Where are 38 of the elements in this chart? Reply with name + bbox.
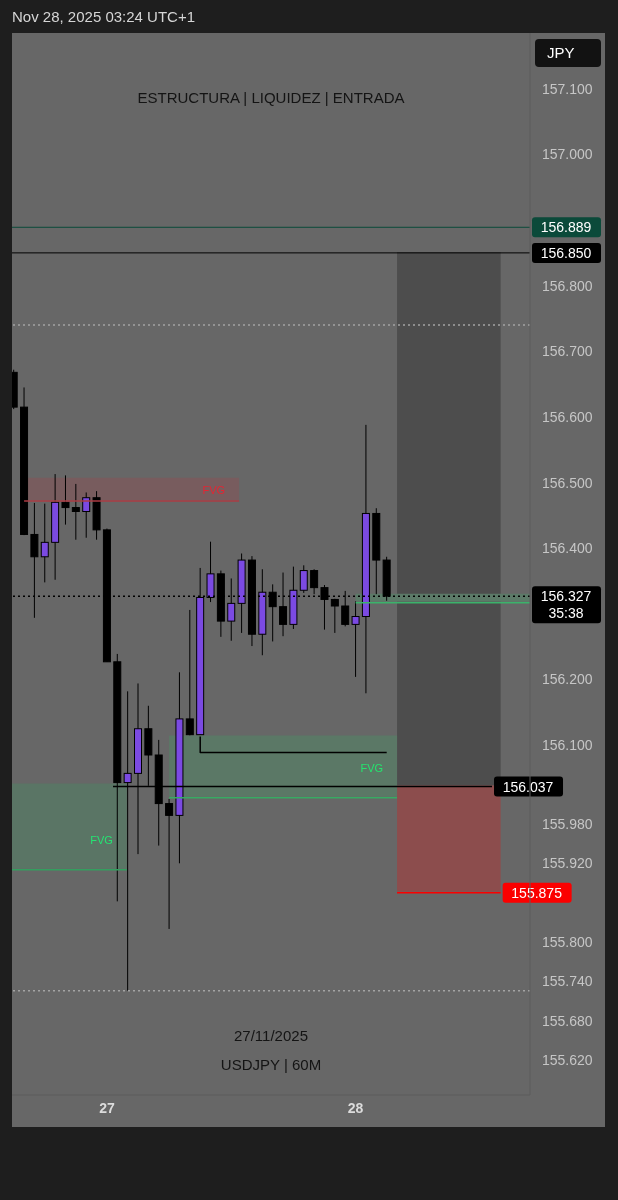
y-tick-label: 157.000	[542, 146, 593, 163]
candlestick	[330, 598, 339, 634]
series-label: FVG	[202, 483, 226, 496]
y-tick-label: 156.600	[542, 408, 593, 425]
candlestick	[351, 600, 360, 678]
text: ESTRUCTURA | LIQUIDEZ | ENTRADA	[136, 89, 406, 106]
text: FVG	[90, 833, 113, 846]
y-tick-label: 156.500	[542, 474, 593, 491]
x-tick-label: 27	[99, 1099, 115, 1116]
text: FVG	[360, 761, 384, 774]
candlestick	[61, 474, 70, 526]
y-tick-label: 155.740	[542, 973, 593, 990]
candlestick	[165, 798, 174, 930]
ref-line-label: 156.850	[540, 244, 592, 261]
candlestick	[40, 503, 49, 583]
ref-line-label: 156.327 35:38	[540, 588, 592, 622]
y-tick-label: 156.400	[542, 540, 593, 557]
y-tick-label: 155.920	[542, 855, 593, 872]
chart-subtitle: Nov 28, 2025 03:24 UTC+1	[12, 8, 196, 25]
data-label: 156.037	[502, 778, 554, 795]
y-tick-label: 155.620	[542, 1052, 593, 1069]
annotation: 27/11/2025	[233, 1027, 309, 1044]
candlestick	[185, 609, 194, 736]
y-tick-label: 157.100	[542, 80, 593, 97]
y-tick-label: 156.800	[542, 277, 593, 294]
y-tick-label: 155.980	[542, 815, 593, 832]
data-label: 155.875	[511, 884, 563, 901]
y-tick-label: 155.800	[542, 934, 593, 951]
y-axis-title: JPY	[535, 39, 601, 67]
ref-line-label: 156.889	[540, 219, 592, 236]
y-tick-label: 155.680	[542, 1012, 593, 1029]
y-tick-label: 156.200	[542, 671, 593, 688]
y-tick-label: 156.700	[542, 343, 593, 360]
x-tick-label: 28	[347, 1099, 364, 1116]
y-tick-label: 156.100	[542, 737, 593, 754]
annotation: USDJPY | 60M	[219, 1056, 323, 1073]
candlestick	[299, 564, 308, 594]
candlestick	[71, 483, 80, 541]
